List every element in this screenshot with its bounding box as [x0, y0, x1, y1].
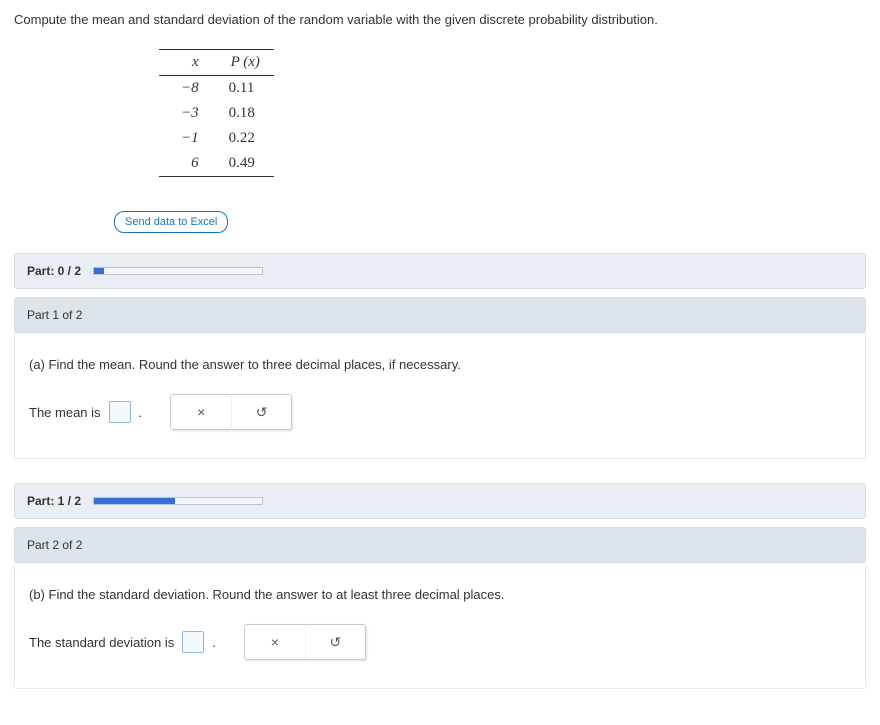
question-prompt: Compute the mean and standard deviation … [14, 12, 866, 27]
distribution-table: x P (x) −8 0.11 −3 0.18 −1 0.22 6 0.49 [159, 49, 274, 177]
clear-button[interactable]: × [171, 395, 231, 429]
table-row: −3 0.18 [159, 101, 274, 126]
col-header-x: x [159, 50, 217, 76]
part-1-header: Part 1 of 2 [14, 297, 866, 333]
table-row: −1 0.22 [159, 126, 274, 151]
progress-fill [94, 268, 104, 274]
progress-track [93, 267, 263, 275]
distribution-table-wrap: x P (x) −8 0.11 −3 0.18 −1 0.22 6 0.49 [159, 49, 866, 177]
part-2-body: (b) Find the standard deviation. Round t… [14, 563, 866, 689]
part-2-answer-row: The standard deviation is . × ↺ [29, 624, 851, 660]
cell-px: 0.18 [217, 101, 274, 126]
mean-label-pre: The mean is [29, 405, 101, 420]
table-row: −8 0.11 [159, 76, 274, 102]
progress-track [93, 497, 263, 505]
reset-button[interactable]: ↺ [231, 395, 291, 429]
mean-label-post: . [139, 405, 143, 420]
undo-icon: ↺ [330, 634, 342, 651]
cell-x: −1 [159, 126, 217, 151]
cell-x: 6 [159, 151, 217, 177]
cell-px: 0.49 [217, 151, 274, 177]
part-1-answer-row: The mean is . × ↺ [29, 394, 851, 430]
part-progress-label: Part: 0 / 2 [27, 264, 81, 278]
part-2-header: Part 2 of 2 [14, 527, 866, 563]
send-to-excel-button[interactable]: Send data to Excel [114, 211, 228, 233]
cell-px: 0.22 [217, 126, 274, 151]
sd-label-pre: The standard deviation is [29, 635, 174, 650]
answer-toolbar: × ↺ [170, 394, 292, 430]
progress-fill [94, 498, 175, 504]
x-icon: × [197, 404, 205, 420]
answer-toolbar: × ↺ [244, 624, 366, 660]
sd-label-post: . [212, 635, 216, 650]
x-icon: × [271, 634, 279, 650]
cell-x: −8 [159, 76, 217, 102]
undo-icon: ↺ [256, 404, 268, 421]
part-progress-label: Part: 1 / 2 [27, 494, 81, 508]
cell-x: −3 [159, 101, 217, 126]
reset-button[interactable]: ↺ [305, 625, 365, 659]
sd-input[interactable] [182, 631, 204, 653]
part-progress-bar-0: Part: 0 / 2 [14, 253, 866, 289]
clear-button[interactable]: × [245, 625, 305, 659]
table-row: 6 0.49 [159, 151, 274, 177]
col-header-px: P (x) [217, 50, 274, 76]
part-progress-bar-1: Part: 1 / 2 [14, 483, 866, 519]
cell-px: 0.11 [217, 76, 274, 102]
part-2-question: (b) Find the standard deviation. Round t… [29, 587, 851, 602]
mean-input[interactable] [109, 401, 131, 423]
part-1-body: (a) Find the mean. Round the answer to t… [14, 333, 866, 459]
part-1-question: (a) Find the mean. Round the answer to t… [29, 357, 851, 372]
